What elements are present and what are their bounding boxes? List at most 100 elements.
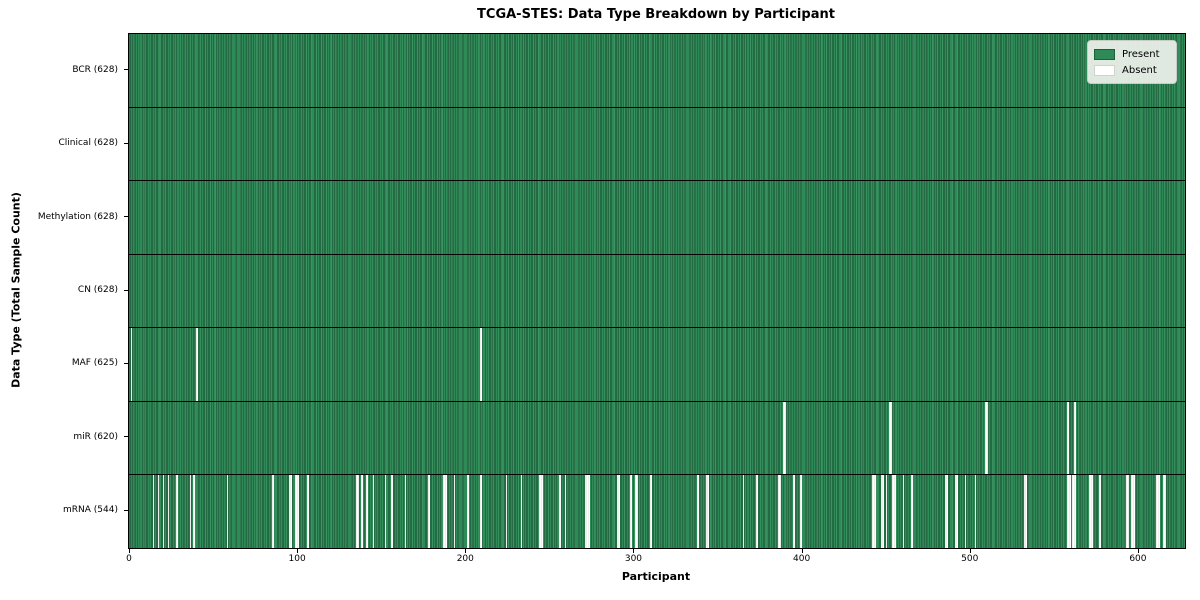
absent-stripe	[616, 474, 619, 548]
absent-stripe	[1068, 474, 1071, 548]
absent-stripe	[1067, 474, 1069, 548]
legend-swatch-present	[1094, 48, 1115, 60]
absent-stripe	[391, 474, 393, 548]
absent-stripe	[889, 401, 891, 475]
legend-label-present: Present	[1122, 48, 1160, 60]
heatmap-row-bcr	[129, 34, 1185, 108]
absent-stripe	[1164, 474, 1167, 548]
y-tick-label-cn: CN (628)	[77, 285, 118, 295]
absent-stripe	[588, 474, 590, 548]
absent-stripe	[697, 474, 700, 548]
chart-title: TCGA-STES: Data Type Breakdown by Partic…	[477, 7, 835, 22]
absent-stripe	[954, 474, 957, 548]
absent-stripe	[799, 474, 802, 548]
y-tick-label-bcr: BCR (628)	[72, 64, 118, 75]
absent-stripe	[443, 474, 446, 548]
y-tick-mark	[124, 142, 128, 144]
absent-stripe	[192, 474, 195, 548]
absent-stripe	[157, 474, 160, 548]
absent-stripe	[783, 401, 785, 475]
absent-stripe	[539, 474, 541, 548]
absent-stripe	[902, 474, 905, 548]
absent-stripe	[130, 327, 133, 402]
absent-stripe	[635, 474, 637, 548]
x-tick-label: 200	[456, 554, 474, 564]
absent-stripe	[1023, 474, 1026, 548]
absent-stripe	[956, 474, 958, 548]
y-tick-label-methylation: Methylation (628)	[37, 211, 118, 222]
y-tick-mark	[124, 362, 128, 364]
absent-stripe	[1074, 401, 1076, 475]
x-tick-mark	[633, 549, 635, 553]
absent-stripe	[480, 474, 483, 548]
absent-stripe	[290, 474, 293, 548]
absent-stripe	[307, 474, 309, 548]
absent-stripe	[705, 474, 708, 548]
x-tick-mark	[969, 549, 971, 553]
x-tick-label: 600	[1129, 554, 1147, 564]
absent-stripe	[1090, 474, 1093, 548]
heatmap-row-maf	[129, 327, 1185, 402]
absent-stripe	[176, 474, 178, 548]
absent-stripe	[756, 474, 758, 548]
absent-stripe	[1132, 474, 1135, 548]
row-separator	[129, 400, 1185, 402]
absent-stripe	[271, 474, 274, 548]
absent-stripe	[196, 327, 198, 402]
legend-item-present: Present	[1094, 46, 1169, 62]
absent-stripe	[445, 474, 447, 548]
x-tick-mark	[801, 549, 803, 553]
absent-stripe	[1163, 474, 1165, 548]
heatmap-row-mir	[129, 401, 1185, 475]
absent-stripe	[540, 474, 543, 548]
absent-stripe	[885, 474, 888, 548]
x-tick-mark	[297, 549, 299, 553]
absent-stripe	[784, 401, 787, 475]
absent-stripe	[559, 474, 562, 548]
absent-stripe	[890, 401, 893, 475]
absent-stripe	[946, 474, 948, 548]
absent-stripe	[226, 474, 229, 548]
absent-stripe	[1074, 474, 1076, 548]
x-tick-label: 400	[793, 554, 811, 564]
plot-area	[128, 33, 1186, 549]
legend-label-absent: Absent	[1122, 64, 1157, 76]
row-separator	[129, 180, 1185, 182]
y-tick-mark	[124, 216, 128, 218]
absent-stripe	[297, 474, 299, 548]
absent-stripe	[520, 474, 523, 548]
absent-stripe	[872, 474, 874, 548]
y-tick-label-maf: MAF (625)	[71, 358, 118, 369]
legend: Present Absent	[1087, 40, 1177, 84]
absent-stripe	[564, 474, 567, 548]
absent-stripe	[873, 474, 876, 548]
absent-stripe	[428, 474, 430, 548]
absent-stripe	[630, 474, 632, 548]
absent-stripe	[1025, 474, 1027, 548]
absent-stripe	[742, 474, 745, 548]
y-tick-mark	[124, 69, 128, 71]
absent-stripe	[189, 474, 192, 548]
x-tick-mark	[465, 549, 467, 553]
absent-stripe	[1127, 474, 1130, 548]
absent-stripe	[793, 474, 795, 548]
heatmap-row-methylation	[129, 180, 1185, 255]
y-tick-mark	[124, 436, 128, 438]
absent-stripe	[466, 474, 469, 548]
absent-stripe	[1126, 474, 1128, 548]
absent-stripe	[584, 474, 587, 548]
heatmap-row-clinical	[129, 107, 1185, 181]
absent-stripe	[650, 474, 652, 548]
absent-stripe	[964, 474, 967, 548]
legend-swatch-absent	[1094, 64, 1115, 76]
absent-stripe	[974, 474, 977, 548]
absent-stripe	[880, 474, 883, 548]
x-tick-label: 100	[288, 554, 306, 564]
y-tick-label-mrna: mRNA (544)	[63, 505, 118, 516]
absent-stripe	[453, 474, 456, 548]
absent-stripe	[167, 474, 170, 548]
absent-stripe	[384, 474, 387, 548]
row-separator	[129, 253, 1185, 255]
absent-stripe	[288, 474, 291, 548]
